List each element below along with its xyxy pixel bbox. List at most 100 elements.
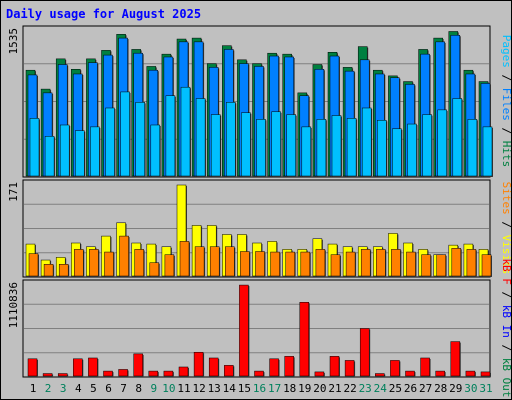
bar-hits-pages-24 [377, 120, 387, 177]
bar-visits-sites-27 [421, 254, 431, 277]
bar-kbytes-kbytes-19 [299, 302, 310, 377]
bar-visits-sites-7 [119, 235, 129, 277]
x-tick-label-16: 16 [253, 382, 266, 395]
x-tick-label-12: 12 [192, 382, 205, 395]
bar-hits-pages-16 [256, 119, 266, 177]
bar-hits-pages-19 [301, 126, 312, 177]
x-tick-label-5: 5 [90, 382, 97, 395]
bar-visits-sites-11 [179, 241, 190, 277]
bar-kbytes-kbytes-9 [148, 370, 159, 377]
bar-kbytes-kbytes-2 [42, 373, 53, 377]
axis-max-visits: 171 [7, 182, 20, 202]
bar-hits-pages-23 [361, 107, 372, 177]
bar-kbytes-kbytes-23 [359, 328, 370, 377]
bar-hits-pages-8 [135, 102, 145, 177]
bar-visits-sites-3 [58, 264, 69, 277]
bar-kbytes-kbytes-30 [465, 370, 476, 377]
x-tick-label-10: 10 [162, 382, 175, 395]
bar-visits-sites-16 [255, 251, 265, 277]
legend-visits: Sites / Visits [500, 182, 512, 275]
legend-hits-part-1: / [500, 68, 512, 88]
bar-kbytes-kbytes-3 [57, 373, 68, 377]
legend-visits-part-0: Sites [500, 182, 512, 215]
bar-visits-sites-5 [89, 249, 99, 277]
bar-visits-sites-4 [74, 249, 84, 277]
bar-kbytes-kbytes-1 [27, 358, 38, 377]
bar-visits-sites-23 [360, 249, 371, 277]
legend-kbytes-part-0: kB F [500, 258, 512, 285]
legend-kbytes: kB F / kB In / kB Out [500, 258, 512, 397]
bar-visits-sites-8 [134, 249, 144, 277]
chart-title: Daily usage for August 2025 [6, 7, 201, 21]
bar-visits-sites-9 [149, 262, 160, 277]
bar-kbytes-kbytes-8 [133, 353, 143, 377]
bar-visits-sites-10 [164, 254, 175, 277]
bar-visits-sites-6 [104, 251, 114, 277]
bar-kbytes-kbytes-16 [254, 370, 264, 377]
bar-visits-sites-31 [481, 254, 492, 277]
legend-hits-part-3: / [500, 121, 512, 141]
bar-kbytes-kbytes-4 [73, 358, 83, 377]
bar-visits-sites-22 [345, 251, 356, 277]
legend-hits: Pages / Files / Hits [500, 35, 512, 168]
bar-visits-sites-28 [436, 254, 446, 277]
bar-visits-sites-1 [28, 253, 39, 277]
bar-hits-pages-7 [120, 91, 130, 177]
legend-kbytes-part-3: / [500, 338, 512, 358]
bar-visits-sites-19 [300, 251, 311, 277]
bar-kbytes-kbytes-21 [329, 356, 340, 377]
bar-kbytes-kbytes-5 [88, 357, 98, 377]
x-tick-label-24: 24 [374, 382, 388, 395]
bar-visits-sites-30 [466, 249, 477, 277]
bar-visits-sites-26 [406, 251, 416, 277]
bar-kbytes-kbytes-14 [224, 365, 234, 377]
x-tick-label-4: 4 [75, 382, 82, 395]
bar-hits-pages-11 [180, 86, 191, 177]
bar-hits-pages-13 [210, 114, 221, 177]
bar-kbytes-kbytes-12 [193, 351, 204, 377]
x-tick-label-17: 17 [268, 382, 281, 395]
bar-visits-sites-14 [225, 246, 235, 277]
bar-kbytes-kbytes-29 [450, 341, 461, 377]
x-tick-label-21: 21 [328, 382, 341, 395]
bar-hits-pages-6 [105, 107, 115, 177]
x-tick-label-6: 6 [105, 382, 112, 395]
bar-hits-pages-9 [150, 124, 161, 177]
bar-kbytes-kbytes-20 [314, 371, 325, 377]
legend-hits-part-0: Pages [500, 35, 512, 68]
bar-hits-pages-21 [331, 115, 342, 177]
x-tick-label-31: 31 [479, 382, 492, 395]
x-tick-label-9: 9 [150, 382, 157, 395]
bar-kbytes-kbytes-7 [118, 369, 128, 377]
x-tick-label-15: 15 [238, 382, 251, 395]
bar-hits-pages-31 [482, 126, 493, 177]
bar-hits-pages-28 [437, 109, 447, 177]
bar-hits-pages-26 [407, 123, 417, 177]
x-tick-label-18: 18 [283, 382, 296, 395]
bar-kbytes-kbytes-25 [390, 360, 400, 377]
x-tick-label-25: 25 [389, 382, 402, 395]
bar-hits-pages-17 [271, 111, 281, 177]
bar-hits-pages-29 [452, 98, 463, 177]
bar-kbytes-kbytes-26 [405, 370, 415, 377]
bar-hits-pages-22 [346, 118, 357, 177]
bar-kbytes-kbytes-17 [269, 358, 279, 377]
bar-hits-pages-25 [392, 128, 402, 177]
bar-kbytes-kbytes-27 [420, 357, 430, 377]
bar-kbytes-kbytes-24 [375, 373, 385, 377]
x-tick-label-27: 27 [419, 382, 432, 395]
bar-hits-pages-20 [316, 119, 327, 177]
bar-kbytes-kbytes-18 [284, 356, 294, 377]
bar-kbytes-kbytes-11 [178, 366, 189, 377]
bar-hits-pages-15 [241, 112, 251, 177]
bar-visits-sites-20 [315, 249, 326, 277]
x-tick-label-11: 11 [177, 382, 190, 395]
legend-visits-part-2: Visits [500, 235, 512, 275]
x-tick-label-26: 26 [404, 382, 417, 395]
x-tick-label-22: 22 [343, 382, 356, 395]
bar-visits-sites-12 [194, 246, 205, 277]
legend-hits-part-4: Hits [500, 141, 512, 168]
x-tick-label-23: 23 [359, 382, 372, 395]
bar-kbytes-kbytes-6 [103, 370, 113, 377]
bar-hits-pages-10 [165, 95, 176, 177]
